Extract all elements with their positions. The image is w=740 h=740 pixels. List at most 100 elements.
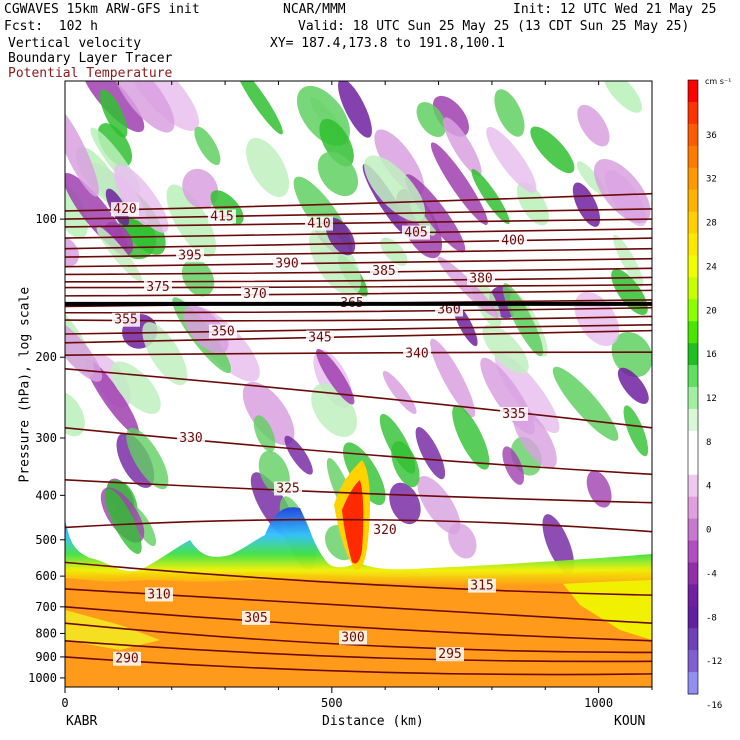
vertical-velocity-cell [516, 181, 549, 226]
contour-label-bg [436, 647, 464, 662]
vertical-velocity-cell [430, 338, 476, 418]
theta-contour [65, 656, 652, 676]
contour-label: 340 [405, 346, 428, 361]
colorbar-tick-label: -4 [706, 569, 717, 579]
colorbar-swatch [688, 101, 698, 125]
boundary-layer-yellow-band [560, 575, 652, 640]
y-tick-label: 600 [35, 569, 57, 583]
contour-label-bg [402, 225, 430, 240]
colorbar-swatch [688, 211, 698, 234]
contour-label: 350 [211, 325, 234, 340]
vertical-velocity-cell [415, 427, 446, 480]
field-boundary-layer-tracer: Boundary Layer Tracer [8, 51, 173, 66]
vertical-velocity-cell [486, 127, 537, 193]
vertical-velocity-cell [379, 413, 416, 474]
theta-contour [65, 192, 652, 212]
vertical-velocity-cell [126, 427, 169, 490]
colorbar-frame [687, 79, 699, 695]
colorbar-tick-label: 8 [706, 438, 711, 448]
vertical-velocity-cell [613, 234, 644, 287]
theta-contour [65, 368, 652, 429]
vertical-velocity-cell [65, 105, 99, 197]
vertical-velocity-cell [494, 89, 525, 137]
contour-label: 310 [147, 587, 170, 602]
vertical-velocity-cell [253, 415, 276, 452]
colorbar-swatch [688, 628, 698, 651]
colorbar-swatch [688, 167, 698, 191]
vertical-velocity-cell [572, 182, 601, 227]
theta-contour [65, 329, 652, 344]
vertical-velocity-cell [482, 324, 529, 374]
colorbar-swatch [688, 584, 698, 607]
contour-label: 410 [307, 217, 330, 232]
contour-label: 420 [113, 202, 136, 217]
plot-frame [64, 80, 653, 688]
end-station-label: KOUN [614, 714, 646, 729]
y-tick-label: 1000 [28, 671, 57, 685]
vertical-velocity-cell [530, 126, 575, 174]
colorbar-swatch [688, 255, 698, 278]
y-tick-label: 300 [35, 431, 57, 445]
colorbar-swatch [688, 123, 698, 147]
contour-label-bg [305, 216, 333, 231]
theta-contour [65, 208, 652, 220]
colorbar-swatch [688, 233, 698, 256]
vertical-velocity-cell [593, 159, 651, 224]
colorbar-swatch [688, 365, 698, 388]
vertical-velocity-cell [416, 101, 447, 138]
start-station-label: KABR [66, 714, 98, 729]
vertical-velocity-cell [542, 514, 575, 574]
theta-contour [65, 228, 652, 239]
colorbar-swatch [688, 80, 698, 103]
contour-label-bg [145, 587, 173, 602]
contour-label: 415 [210, 209, 233, 224]
vertical-velocity-cell [382, 371, 417, 414]
colorbar-swatch [688, 343, 698, 366]
contour-label-bg [209, 324, 237, 339]
boundary-layer-top-edge [65, 507, 652, 586]
colorbar-tick-label: 4 [706, 482, 711, 492]
vertical-velocity-cell [417, 475, 461, 535]
vertical-velocity-cell [319, 118, 354, 167]
valid-time: Valid: 18 UTC Sun 25 May 25 (13 CDT Sun … [298, 19, 690, 34]
theta-contour [65, 247, 652, 258]
x-axis-title: Distance (km) [322, 714, 424, 729]
vertical-velocity-cell [65, 181, 88, 239]
colorbar-tick-label: 32 [706, 175, 717, 185]
contour-label-bg [306, 330, 334, 345]
y-tick-label: 100 [35, 212, 57, 226]
contour-label-bg [177, 430, 205, 445]
y-axis-title: Pressure (hPa), log scale [17, 286, 33, 483]
contour-label: 400 [501, 234, 524, 249]
colorbar-swatch [688, 430, 698, 454]
contour-label-bg [370, 264, 398, 279]
contour-label: 305 [244, 611, 267, 626]
vertical-velocity-cell [114, 163, 169, 233]
colorbar-tick-label: 28 [706, 219, 717, 229]
colorbar-tick-label: 24 [706, 262, 717, 272]
plot-area: 4204154104054003953903853803753703653603… [65, 81, 652, 687]
colorbar-tick-label: 12 [706, 394, 717, 404]
vertical-velocity-cell [316, 348, 355, 405]
colorbar-tick-label: 0 [706, 526, 711, 536]
vertical-velocity-cell [96, 226, 143, 282]
colorbar-swatch [688, 189, 698, 213]
cross-section-endpoints: XY= 187.4,173.8 to 191.8,100.1 [270, 36, 505, 51]
vertical-velocity-cell [611, 331, 652, 378]
vertical-velocity-cell [182, 168, 219, 209]
theta-contour [65, 267, 652, 276]
vertical-velocity-cell [389, 482, 421, 525]
contour-label: 355 [114, 313, 137, 328]
convective-updraft-core [342, 480, 364, 564]
colorbar-swatch [688, 299, 698, 322]
colorbar-swatch [688, 387, 698, 410]
theta-contour [65, 289, 652, 297]
vertical-velocity-cell [494, 352, 560, 434]
x-axis: 0 500 1000 [61, 81, 653, 710]
contour-label-bg [112, 312, 140, 327]
contour-label-bg [500, 406, 528, 421]
theta-contour [65, 351, 652, 357]
contour-label-bg [113, 651, 141, 666]
contour-label-bg [468, 578, 496, 593]
